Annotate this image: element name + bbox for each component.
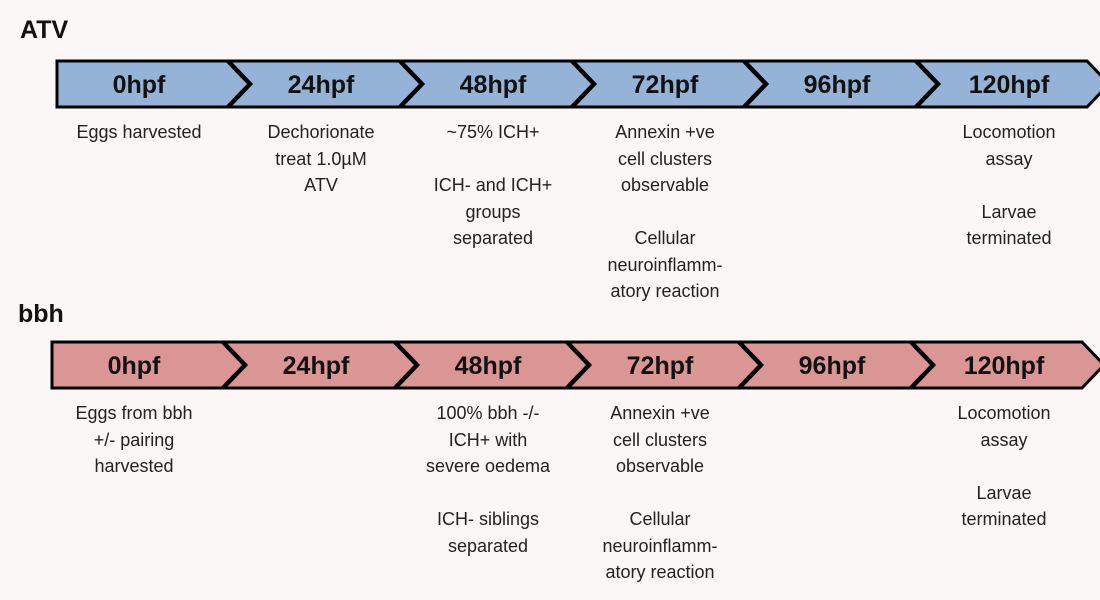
stage-note: 100% bbh -/- ICH+ with severe oedema ICH… bbox=[425, 403, 551, 556]
stage-label: 0hpf bbox=[108, 352, 161, 380]
stage-label: 48hpf bbox=[460, 71, 527, 99]
stage-label: 72hpf bbox=[627, 352, 694, 380]
stage-label: 24hpf bbox=[283, 352, 350, 380]
stage-note: Eggs harvested bbox=[76, 122, 202, 142]
stage-note: Locomotion assay Larvae terminated bbox=[957, 403, 1051, 529]
stage-label: 96hpf bbox=[799, 352, 866, 380]
stage-label: 0hpf bbox=[113, 71, 166, 99]
atv-row-title: ATV bbox=[20, 16, 69, 44]
stage-note: Annexin +ve cell clusters observable Cel… bbox=[602, 403, 718, 582]
stage-label: 120hpf bbox=[964, 352, 1045, 380]
stage-label: 72hpf bbox=[632, 71, 699, 99]
stage-label: 48hpf bbox=[455, 352, 522, 380]
stage-note: Eggs from bbh +/- pairing harvested bbox=[75, 403, 193, 476]
stage-note: Dechorionate treat 1.0µM ATV bbox=[267, 122, 375, 195]
stage-chevron bbox=[908, 340, 1100, 390]
stage-chevron bbox=[913, 59, 1100, 109]
bbh-row-title: bbh bbox=[18, 300, 64, 328]
stage-label: 96hpf bbox=[804, 71, 871, 99]
stage-note: ~75% ICH+ ICH- and ICH+ groups separated bbox=[433, 122, 553, 248]
stage-label: 120hpf bbox=[969, 71, 1050, 99]
stage-note: Locomotion assay Larvae terminated bbox=[962, 122, 1056, 248]
stage-note: Annexin +ve cell clusters observable Cel… bbox=[607, 122, 723, 301]
stage-label: 24hpf bbox=[288, 71, 355, 99]
